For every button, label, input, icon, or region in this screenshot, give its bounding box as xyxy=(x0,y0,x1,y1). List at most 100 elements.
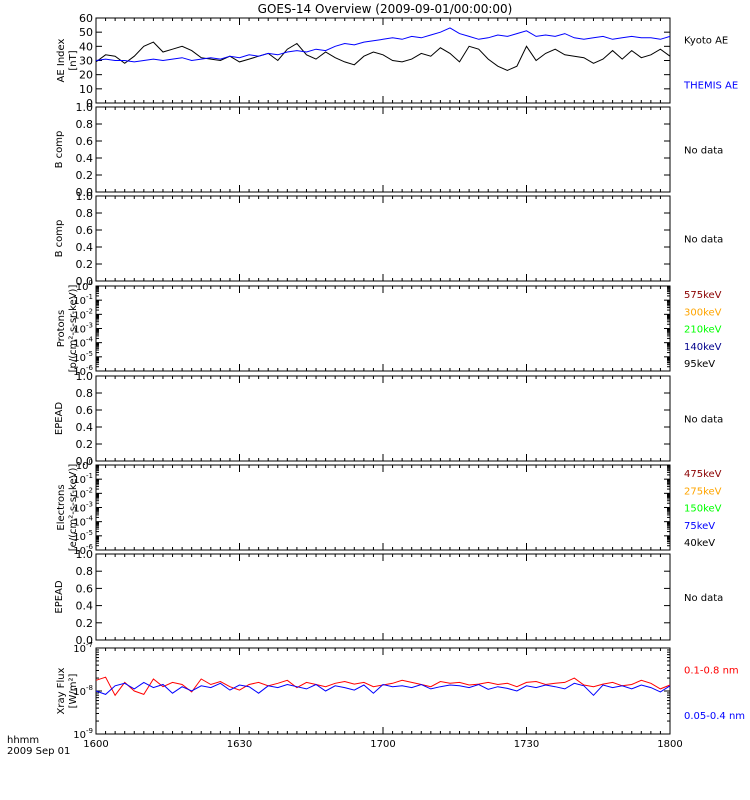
y-axis-label: [W/m²] xyxy=(68,673,79,708)
date-label: 2009 Sep 01 xyxy=(7,746,70,757)
y-tick-label: 10-5 xyxy=(73,529,93,543)
no-data-note: No data xyxy=(684,415,723,426)
y-tick-label: 0.4 xyxy=(76,421,94,434)
panel-frame xyxy=(95,195,671,282)
y-tick-label: 0.6 xyxy=(76,582,94,595)
x-tick-label: 1630 xyxy=(227,739,252,750)
y-tick-label: 60 xyxy=(79,12,93,25)
series-line-kyoto-ae xyxy=(95,41,671,71)
legend-entry: 575keV xyxy=(684,290,722,301)
y-tick-label: 0.0 xyxy=(76,275,94,288)
time-format-label: hhmm xyxy=(7,735,39,746)
y-tick-label: 30 xyxy=(79,55,93,68)
panel-b2: 0.0 0.2 0.4 0.6 0.8 1.0 B comp No data xyxy=(54,190,723,288)
y-tick-label: 0.2 xyxy=(76,258,94,271)
y-tick-label: 20 xyxy=(79,69,93,82)
legend-entry: 150keV xyxy=(684,504,722,515)
y-tick-label: 10-8 xyxy=(73,684,93,698)
y-tick-label: 1.0 xyxy=(76,101,94,114)
y-tick-label: 1.0 xyxy=(76,548,94,561)
y-axis-label: AE Index xyxy=(56,38,67,82)
series-line-0-05-0-4-nm xyxy=(95,681,671,697)
y-tick-label: 0.2 xyxy=(76,617,94,630)
y-tick-label: 0.8 xyxy=(76,118,94,131)
legend-entry: 140keV xyxy=(684,342,722,353)
y-tick-label: 10-6 xyxy=(73,364,93,378)
y-axis-label: Protons xyxy=(56,310,67,347)
x-tick-label: 1600 xyxy=(83,739,108,750)
panel-epead1: 0.0 0.2 0.4 0.6 0.8 1.0 EPEAD No data xyxy=(54,370,723,468)
y-tick-label: 10-3 xyxy=(73,501,93,515)
x-tick-label: 1730 xyxy=(514,739,539,750)
y-tick-label: 10-5 xyxy=(73,350,93,364)
legend-entry: 475keV xyxy=(684,469,722,480)
y-axis-label: Electrons xyxy=(56,484,67,530)
panel-b1: 0.0 0.2 0.4 0.6 0.8 1.0 B comp No data xyxy=(54,101,723,199)
legend-entry: 75keV xyxy=(684,521,715,532)
y-tick-label: 0.4 xyxy=(76,600,94,613)
y-tick-label: 10-9 xyxy=(73,727,93,741)
y-tick-label: 10-6 xyxy=(73,543,93,557)
y-tick-label: 0.6 xyxy=(76,224,94,237)
legend-entry: 275keV xyxy=(684,486,722,497)
panel-frame xyxy=(95,464,671,551)
y-tick-label: 40 xyxy=(79,40,93,53)
y-axis-label: EPEAD xyxy=(54,580,65,614)
y-tick-label: 0.4 xyxy=(76,152,94,165)
y-tick-label: 0.8 xyxy=(76,207,94,220)
panel-xray: 10-9 10-8 10-7 Xray Flux [W/m²] 0.1-0.8 nm 0.0… xyxy=(56,641,745,741)
y-tick-label: 10-4 xyxy=(73,515,93,529)
legend-entry: 0.05-0.4 nm xyxy=(684,711,745,722)
y-tick-label: 50 xyxy=(79,26,93,39)
y-tick-label: 0.0 xyxy=(76,186,94,199)
panel-frame xyxy=(95,553,671,641)
panel-epead2: 0.0 0.2 0.4 0.6 0.8 1.0 EPEAD No data xyxy=(54,548,723,647)
y-tick-label: 100 xyxy=(76,279,93,293)
panel-frame xyxy=(95,285,671,372)
y-axis-label: B comp xyxy=(54,131,65,169)
y-axis-label: [p/(cm²-s-sr-keV)] xyxy=(68,285,79,373)
y-tick-label: 10-2 xyxy=(73,486,93,500)
figure-title: GOES-14 Overview (2009-09-01/00:00:00) xyxy=(258,2,513,16)
y-tick-label: 1.0 xyxy=(76,190,94,203)
y-tick-label: 10 xyxy=(79,83,93,96)
y-tick-label: 0.6 xyxy=(76,404,94,417)
no-data-note: No data xyxy=(684,593,723,604)
panel-frame xyxy=(95,375,671,462)
y-tick-label: 10-1 xyxy=(73,293,93,307)
legend-entry: 300keV xyxy=(684,307,722,318)
y-axis-label: [nT] xyxy=(68,50,79,70)
legend-entry: Kyoto AE xyxy=(684,35,728,46)
y-tick-label: 0.6 xyxy=(76,135,94,148)
y-tick-label: 10-3 xyxy=(73,322,93,336)
no-data-note: No data xyxy=(684,235,723,246)
y-axis-label: EPEAD xyxy=(54,402,65,436)
x-tick-label: 1700 xyxy=(370,739,395,750)
series-line-themis-ae xyxy=(95,27,671,63)
y-tick-label: 100 xyxy=(76,458,93,472)
y-axis-label: B comp xyxy=(54,220,65,258)
panel-frame xyxy=(95,106,671,193)
y-tick-label: 10-1 xyxy=(73,472,93,486)
y-tick-label: 0.4 xyxy=(76,241,94,254)
y-tick-label: 0.2 xyxy=(76,169,94,182)
y-tick-label: 0.8 xyxy=(76,565,94,578)
x-tick-label: 1800 xyxy=(657,739,682,750)
y-tick-label: 10-7 xyxy=(73,641,93,655)
y-tick-label: 0 xyxy=(86,97,93,110)
time-axis: 1600 1630 1700 1730 1800 xyxy=(83,739,682,750)
panel-frame xyxy=(95,17,671,104)
y-tick-label: 0.0 xyxy=(76,634,94,647)
y-tick-label: 0.0 xyxy=(76,455,94,468)
legend-entry: 95keV xyxy=(684,359,715,370)
y-tick-label: 0.8 xyxy=(76,387,94,400)
y-axis-label: Xray Flux xyxy=(56,667,67,714)
y-tick-label: 0.2 xyxy=(76,438,94,451)
y-tick-label: 10-2 xyxy=(73,307,93,321)
legend-entry: THEMIS AE xyxy=(683,80,738,91)
